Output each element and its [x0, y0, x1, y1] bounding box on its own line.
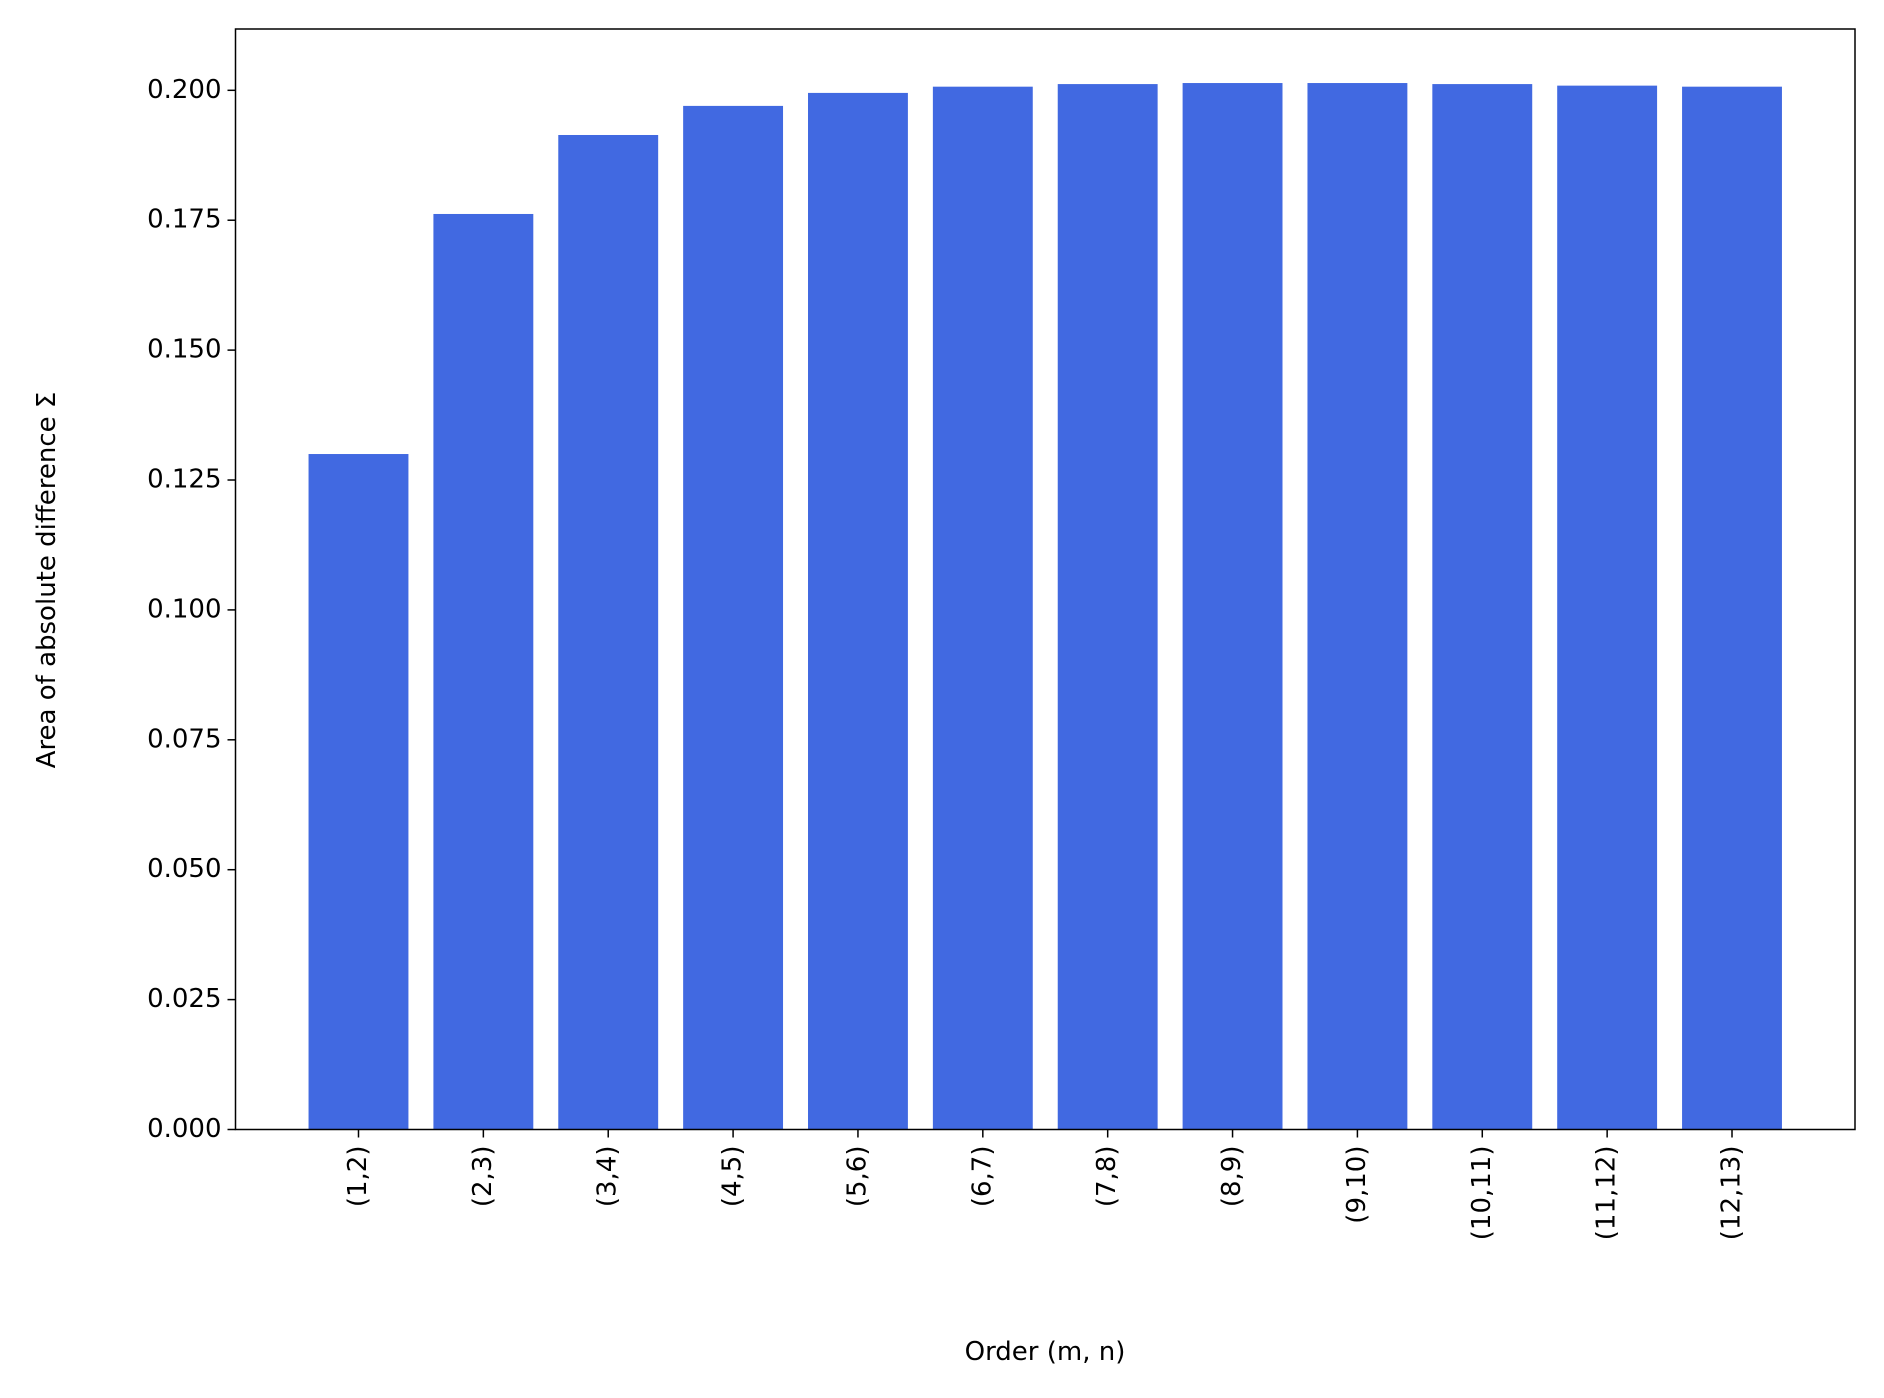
x-tick-label: (9,10): [1342, 1146, 1372, 1224]
y-tick-label: 0.100: [147, 594, 221, 624]
y-tick-label: 0.075: [147, 724, 221, 754]
bar: [558, 134, 659, 1130]
plot-frame: [234, 28, 1856, 1131]
y-tick-label: 0.125: [147, 465, 221, 495]
bar: [1057, 84, 1158, 1130]
bar: [1307, 83, 1408, 1130]
bar: [808, 92, 908, 1130]
x-tick-label: (7,8): [1092, 1146, 1122, 1208]
bar: [683, 105, 784, 1130]
y-tick-label: 0.025: [147, 984, 221, 1014]
bar: [1432, 84, 1533, 1130]
bar: [1682, 86, 1782, 1130]
x-tick-label: (10,11): [1467, 1146, 1497, 1241]
y-axis-label: Area of absolute difference Σ: [32, 392, 62, 769]
x-tick-label: (8,9): [1217, 1146, 1247, 1208]
y-tick-label: 0.200: [147, 75, 221, 105]
x-tick-label: (12,13): [1717, 1146, 1747, 1241]
y-tick-label: 0.000: [147, 1114, 221, 1144]
x-tick-label: (3,4): [593, 1146, 623, 1208]
y-tick-label: 0.150: [147, 335, 221, 365]
bar: [433, 213, 534, 1130]
bar: [1557, 85, 1658, 1130]
x-tick-label: (2,3): [468, 1146, 498, 1208]
y-tick-label: 0.175: [147, 205, 221, 235]
x-axis-label: Order (m, n): [965, 1337, 1126, 1367]
x-tick-label: (4,5): [718, 1146, 748, 1208]
x-tick-label: (6,7): [967, 1146, 997, 1208]
x-tick-label: (5,6): [842, 1146, 872, 1208]
bar: [1182, 83, 1283, 1130]
x-tick-label: (11,12): [1592, 1146, 1622, 1241]
x-tick-label: (1,2): [343, 1146, 373, 1208]
y-tick-label: 0.050: [147, 854, 221, 884]
bar: [308, 454, 409, 1130]
bar: [932, 86, 1033, 1130]
